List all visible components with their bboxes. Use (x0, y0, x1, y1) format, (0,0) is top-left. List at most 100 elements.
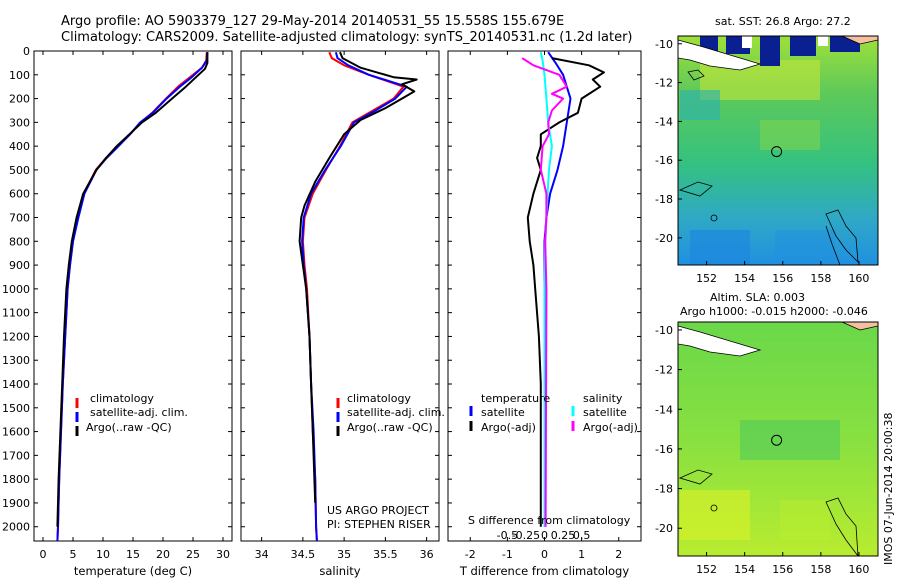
map-y-tick-label: -12 (655, 364, 673, 377)
x-tick-label: 1 (578, 548, 585, 561)
map-x-tick-label: 158 (810, 563, 831, 576)
y-tick-label: 2000 (2, 521, 30, 534)
series-line-temperature-argo (526, 57, 605, 527)
reef-contour (825, 209, 859, 264)
argo-float-marker (771, 434, 783, 446)
sst-map-frame (677, 35, 879, 266)
map-y-tick-label: -18 (655, 193, 673, 206)
sla-map-title: Altim. SLA: 0.003 (710, 291, 805, 304)
y-tick-label: 500 (9, 164, 30, 177)
sst-missing-data (818, 36, 828, 46)
argo-float-marker (771, 146, 783, 158)
x-tick-label: 34 (255, 548, 269, 561)
coastline-new-guinea (678, 39, 762, 71)
sst-warm-patch (760, 120, 820, 150)
sst-cool-patch (775, 230, 835, 265)
sla-low-patch (740, 420, 840, 460)
sla-high-patch (680, 490, 750, 540)
legend-label-satellite: satellite-adj. clim. (347, 406, 445, 419)
sst-map: sat. SST: 26.8 Argo: 27.2 152 154 156 1 (655, 15, 879, 285)
y-tick-label: 700 (9, 212, 30, 225)
legend-heading-temperature: temperature (481, 392, 550, 405)
x-tick-label: 15 (126, 548, 140, 561)
y-tick-label: 600 (9, 188, 30, 201)
s-tick-label: 0.25 (551, 529, 576, 542)
series-line-salinity-argo (521, 57, 568, 527)
sla-map-subtitle: Argo h1000: -0.015 h2000: -0.046 (680, 305, 868, 318)
map-x-tick-label: 156 (772, 563, 793, 576)
figure-title-line-1: Argo profile: AO 5903379_127 29-May-2014… (61, 14, 564, 29)
x-axis-label: T difference from climatology (459, 564, 630, 578)
x-tick-label: 0 (541, 548, 548, 561)
temperature-panel: 0100200300400500600700800900100011001200… (2, 45, 233, 578)
map-y-tick-label: -20 (655, 232, 673, 245)
map-y-tick-label: -16 (655, 443, 673, 456)
x-tick-label: 25 (186, 548, 200, 561)
y-tick-label: 1000 (2, 283, 30, 296)
y-tick-label: 1400 (2, 378, 30, 391)
reef-contour (678, 469, 713, 485)
x-tick-label: -1 (502, 548, 513, 561)
difference-panel: -2 -1 0 1 2 -0.5-0.25 0 0.250.5 T difference fro… (447, 50, 642, 578)
legend-label-argo: Argo(..raw -QC) (86, 421, 172, 434)
sst-cloud-mask (790, 36, 816, 56)
legend-label-satellite: satellite-adj. clim. (90, 406, 188, 419)
sst-map-axes: 152 154 156 158 160 -10 -12 -14 -16 -18 -20 (655, 38, 869, 285)
credit-timestamp: IMOS 07-Jun-2014 20:00:38 (882, 412, 895, 565)
y-tick-label: 300 (9, 116, 30, 129)
reef-contour (710, 214, 718, 222)
coastline-new-guinea (678, 325, 762, 357)
series-line-argo (56, 52, 209, 527)
s-tick-label: 0 (541, 529, 548, 542)
y-tick-label: 1300 (2, 354, 30, 367)
legend-label-temperature-satellite: satellite (481, 406, 525, 419)
reef-contour (678, 181, 713, 197)
s-tick-label: -0.25 (512, 529, 540, 542)
x-tick-label: 10 (96, 548, 110, 561)
x-axis-label: temperature (deg C) (74, 564, 192, 578)
map-y-tick-label: -10 (655, 38, 673, 51)
map-x-tick-label: 152 (696, 272, 717, 285)
legend-label-climatology: climatology (90, 392, 154, 405)
map-x-tick-label: 152 (696, 563, 717, 576)
y-tick-label: 1700 (2, 449, 30, 462)
sla-high-patch (780, 500, 830, 540)
figure-title-line-2: Climatology: CARS2009. Satellite-adjuste… (61, 30, 633, 45)
y-tick-label: 900 (9, 259, 30, 272)
x-tick-label: 34.5 (291, 548, 316, 561)
sla-map-axes: 152 154 156 158 160 -10 -12 -14 -16 -18 -20 (655, 324, 869, 576)
map-x-tick-label: 160 (848, 272, 869, 285)
s-tick-label: -0.5 (497, 529, 518, 542)
x-tick-label: 2 (615, 548, 622, 561)
x-tick-label: -2 (465, 548, 476, 561)
x-tick-label: 35.5 (373, 548, 398, 561)
map-y-tick-label: -14 (655, 403, 673, 416)
y-tick-label: 800 (9, 235, 30, 248)
map-x-tick-label: 154 (734, 272, 755, 285)
reef-contour (710, 504, 718, 512)
y-tick-label: 400 (9, 140, 30, 153)
legend-label-argo: Argo(..raw -QC) (347, 421, 433, 434)
legend-label-temperature-argo: Argo(-adj) (481, 421, 536, 434)
map-x-tick-label: 154 (734, 563, 755, 576)
map-y-tick-label: -16 (655, 154, 673, 167)
sla-map-frame (677, 321, 879, 557)
legend-label-salinity-argo: Argo(-adj) (583, 421, 638, 434)
sla-map: Altim. SLA: 0.003 Argo h1000: -0.015 h20… (655, 291, 879, 576)
temperature-legend: climatology satellite-adj. clim. Argo(..… (75, 392, 188, 436)
y-tick-label: 0 (23, 45, 30, 58)
x-axis-label: salinity (319, 564, 360, 578)
map-y-tick-label: -14 (655, 115, 673, 128)
coastline-island (687, 69, 705, 81)
sst-cloud-mask (760, 36, 780, 66)
map-x-tick-label: 158 (810, 272, 831, 285)
pi-annotation: PI: STEPHEN RISER (327, 518, 431, 531)
sst-cool-patch (690, 230, 750, 265)
coastline-island (841, 322, 878, 331)
series-line-satellite (56, 52, 209, 542)
y-tick-label: 1500 (2, 402, 30, 415)
salinity-panel: 34 34.5 35 35.5 36 salinity (240, 50, 440, 578)
series-line-argo (298, 51, 418, 503)
map-y-tick-label: -20 (655, 522, 673, 535)
